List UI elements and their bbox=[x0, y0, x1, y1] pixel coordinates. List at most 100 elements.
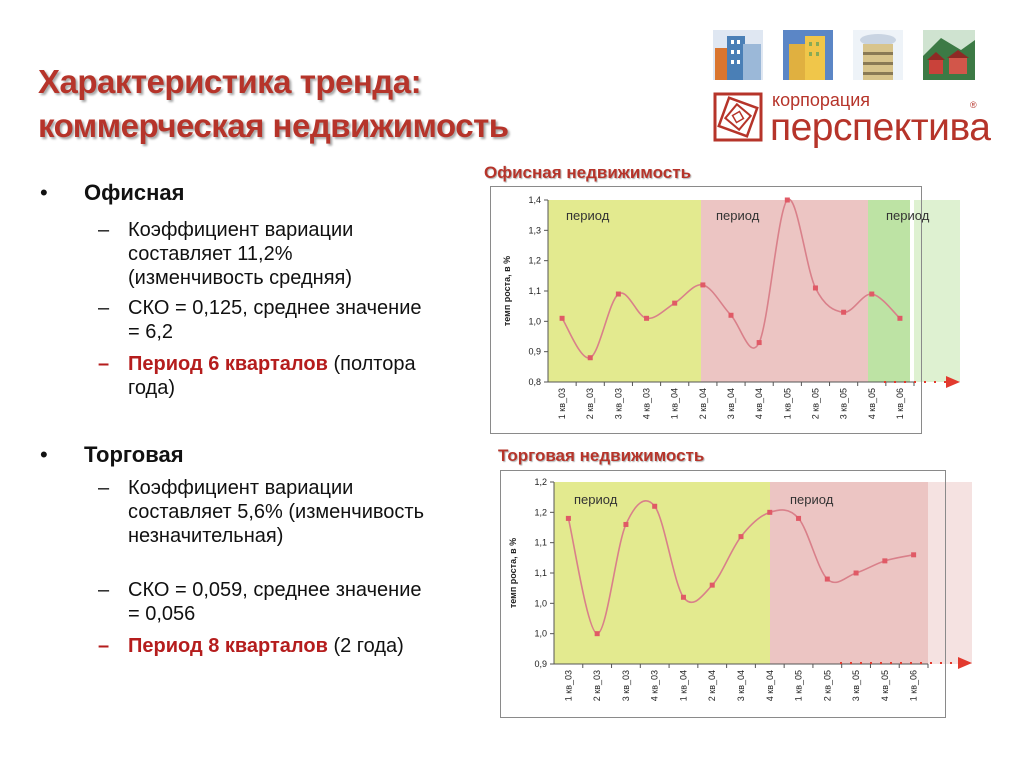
data-point bbox=[594, 631, 600, 637]
series-line bbox=[567, 500, 914, 635]
x-tick-label: 4 кв_03 bbox=[642, 388, 652, 419]
period-label: период bbox=[574, 492, 618, 507]
y-tick-label: 1,2 bbox=[528, 256, 541, 266]
data-point bbox=[700, 282, 706, 288]
section-heading: Офисная bbox=[84, 180, 185, 205]
y-tick-label: 1,1 bbox=[534, 538, 547, 548]
x-tick-label: 4 кв_04 bbox=[765, 670, 775, 701]
dash: – bbox=[98, 477, 110, 499]
data-point bbox=[728, 312, 734, 318]
y-axis-label: темп роста, в % bbox=[508, 538, 518, 608]
y-tick-label: 1,2 bbox=[534, 477, 547, 487]
x-tick-label: 1 кв_05 bbox=[794, 670, 804, 701]
y-tick-label: 0,9 bbox=[534, 659, 547, 669]
period-label: период bbox=[790, 492, 834, 507]
dash: – bbox=[98, 579, 110, 601]
x-tick-label: 3 кв_03 bbox=[613, 388, 623, 419]
y-tick-label: 1,0 bbox=[534, 598, 547, 608]
x-tick-label: 2 кв_05 bbox=[822, 670, 832, 701]
x-tick-label: 1 кв_05 bbox=[782, 388, 792, 419]
bullet-heading-retail: • Торговая bbox=[40, 442, 184, 468]
logo-text-small: корпорация bbox=[772, 90, 870, 110]
logo-mark-icon bbox=[713, 92, 763, 142]
slide-title-line1: Характеристика тренда: bbox=[38, 63, 422, 100]
period-band-extension bbox=[928, 482, 972, 664]
x-tick-label: 3 кв_04 bbox=[726, 388, 736, 419]
slide-title: Характеристика тренда: коммерческая недв… bbox=[38, 60, 509, 148]
data-point bbox=[911, 552, 917, 558]
item-text: СКО = 0,059, среднее значение = 0,056 bbox=[128, 579, 422, 625]
x-tick-label: 1 кв_04 bbox=[670, 388, 680, 419]
period-band-extension bbox=[914, 200, 960, 382]
x-tick-label: 2 кв_05 bbox=[810, 388, 820, 419]
logo-registered: ® bbox=[970, 100, 977, 110]
y-tick-label: 1,1 bbox=[534, 568, 547, 578]
item-text: СКО = 0,125, среднее значение = 6,2 bbox=[128, 297, 422, 343]
item-text: (2 года) bbox=[327, 635, 404, 657]
data-point bbox=[565, 515, 571, 521]
trend-arrow-head bbox=[946, 376, 960, 388]
chart-frame bbox=[500, 470, 946, 718]
bullet-dot: • bbox=[40, 442, 48, 467]
data-point bbox=[882, 558, 888, 564]
x-tick-label: 3 кв_05 bbox=[851, 670, 861, 701]
data-point bbox=[841, 309, 847, 315]
x-tick-label: 1 кв_03 bbox=[557, 388, 567, 419]
y-tick-label: 0,9 bbox=[528, 347, 541, 357]
x-tick-label: 3 кв_03 bbox=[621, 670, 631, 701]
y-tick-label: 1,2 bbox=[534, 507, 547, 517]
item-text-highlight: Период 6 кварталов bbox=[128, 353, 328, 375]
data-point bbox=[644, 315, 650, 321]
data-point bbox=[767, 509, 773, 515]
data-point bbox=[680, 594, 686, 600]
list-item: – Период 6 кварталов (полтора года) bbox=[98, 352, 438, 400]
x-tick-label: 2 кв_03 bbox=[585, 388, 595, 419]
logo-tiles bbox=[713, 30, 975, 80]
trend-arrow-head bbox=[958, 657, 972, 669]
x-tick-label: 2 кв_04 bbox=[707, 670, 717, 701]
period-label: период bbox=[886, 208, 930, 223]
x-tick-label: 1 кв_04 bbox=[678, 670, 688, 701]
x-tick-label: 4 кв_05 bbox=[867, 388, 877, 419]
list-item: – Период 8 кварталов (2 года) bbox=[98, 634, 438, 682]
bullet-dot: • bbox=[40, 180, 48, 205]
logo-text-big: перспектива bbox=[770, 106, 991, 149]
x-tick-label: 1 кв_06 bbox=[895, 388, 905, 419]
x-tick-label: 4 кв_03 bbox=[650, 670, 660, 701]
list-item: – Коэффициент вариации составляет 5,6% (… bbox=[98, 476, 438, 572]
dash: – bbox=[98, 297, 110, 319]
item-text: Коэффициент вариации составляет 5,6% (из… bbox=[128, 477, 425, 547]
y-axis-label: темп роста, в % bbox=[502, 256, 512, 326]
chart-frame bbox=[490, 186, 922, 434]
x-tick-label: 3 кв_04 bbox=[736, 670, 746, 701]
list-item: – СКО = 0,125, среднее значение = 6,2 bbox=[98, 296, 438, 344]
period-band bbox=[548, 200, 701, 382]
period-label: период bbox=[716, 208, 760, 223]
period-band bbox=[868, 200, 910, 382]
y-tick-label: 1,0 bbox=[528, 316, 541, 326]
section-heading: Торговая bbox=[84, 442, 184, 467]
data-point bbox=[652, 503, 658, 509]
building-tile-icon bbox=[783, 30, 833, 80]
x-tick-label: 2 кв_03 bbox=[592, 670, 602, 701]
data-point bbox=[756, 340, 762, 346]
dash: – bbox=[98, 635, 110, 657]
period-label: период bbox=[566, 208, 610, 223]
list-item: – Коэффициент вариации составляет 11,2% … bbox=[98, 218, 438, 290]
data-point bbox=[824, 576, 830, 582]
chart-title-retail: Торговая недвижимость bbox=[498, 446, 705, 465]
dash: – bbox=[98, 353, 110, 375]
item-text-highlight: Период 8 кварталов bbox=[128, 635, 328, 657]
building-tile-icon bbox=[853, 30, 903, 80]
data-point bbox=[559, 315, 565, 321]
data-point bbox=[784, 197, 790, 203]
data-point bbox=[587, 355, 593, 361]
chart-title-office: Офисная недвижимость bbox=[484, 163, 692, 182]
chart-retail: период период 0,9 1,0 1,0 1,1 1,1 1,2 1,2 темп ро… bbox=[500, 470, 972, 718]
y-tick-label: 1,0 bbox=[534, 629, 547, 639]
bullet-heading-office: • Офисная bbox=[40, 180, 184, 206]
item-text: Коэффициент вариации составляет 11,2% (и… bbox=[128, 219, 354, 289]
data-point bbox=[812, 285, 818, 291]
x-tick-label: 3 кв_05 bbox=[839, 388, 849, 419]
period-band bbox=[770, 482, 928, 664]
